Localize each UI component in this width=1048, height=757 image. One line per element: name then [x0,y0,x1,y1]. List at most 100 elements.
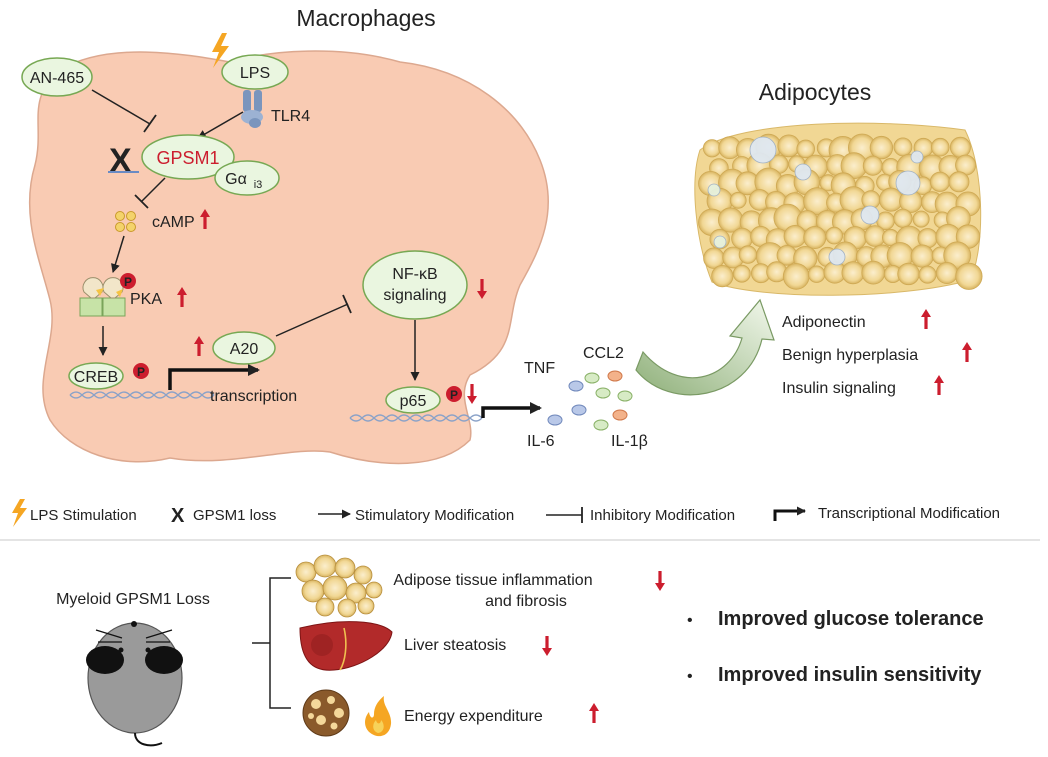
adipocyte-cell [949,136,971,158]
adipocyte-cell [948,171,970,193]
adipocyte-cell [929,171,951,192]
adipocyte-cell [955,262,983,290]
lightning-icon [212,33,229,68]
adipocyte-cell [943,241,972,270]
creb-phospho-label: P [137,365,145,379]
mouse-label: Myeloid GPSM1 Loss [56,591,210,608]
legend-transc-arrow-icon [773,506,806,521]
pka-phospho-icon: P [120,273,136,289]
energy-up-arrow-icon [589,703,599,723]
effects-bracket [252,577,291,709]
insulin-up-arrow-icon [934,375,944,395]
adipocyte-cell [910,244,934,268]
adipocyte-cell [732,264,751,283]
effect-energy-expenditure: Energy expenditure [404,708,543,725]
a20-node [212,331,276,365]
adipocyte-cell [918,265,937,284]
curved-arrow-icon [635,298,775,396]
adipocyte-cell [825,226,843,245]
adipocyte-cell [893,137,913,157]
gai3-subscript: i3 [254,179,263,191]
dna-strand-right [349,414,483,422]
pka-icon [79,277,126,317]
lps-node [221,54,289,90]
cytokine-il1b: IL-1β [611,433,648,450]
adiponectin-up-arrow-icon [921,309,931,329]
legend-lps: LPS Stimulation [30,507,137,524]
creb-phospho-icon: P [133,363,149,379]
camp-molecule-icon [115,211,136,232]
adipocyte-cell [897,262,920,286]
adipocyte-cell [729,191,747,209]
macrophages-title: Macrophages [296,5,435,31]
brown-fat-icon [302,689,350,737]
outcome-glucose-tolerance: Improved glucose tolerance [718,608,984,630]
creb-label: CREB [74,369,118,386]
p65-transcription-arrow [481,402,542,418]
cytokine-ccl2: CCL2 [583,345,624,362]
effect-adiponectin: Adiponectin [782,314,866,331]
adipocyte-cell [782,263,810,290]
effect-adipose-inflammation-line2: and fibrosis [485,593,567,610]
legend-x-mark-icon: X [171,505,185,527]
p65-phospho-icon: P [446,386,462,402]
legend-stim: Stimulatory Modification [355,507,514,524]
legend-gpsm1-loss: GPSM1 loss [193,507,276,524]
camp-to-pka-arrow [111,235,125,273]
adipocytes-title: Adipocytes [759,79,872,105]
cytokine-il6: IL-6 [527,433,555,450]
adipose-tissue-icon [295,554,383,618]
p65-label: p65 [400,393,427,410]
legend-transc: Transcriptional Modification [818,505,1000,522]
adipocyte-cell [803,225,827,249]
dna-strand-left [69,391,215,399]
effect-adipose-inflammation-line1: Adipose tissue inflammation [393,572,592,589]
creb-transcription-arrow [168,364,260,390]
outcome-insulin-sensitivity: Improved insulin sensitivity [718,664,982,686]
a20-label: A20 [230,341,259,358]
adipocyte-tissue-image [694,122,983,296]
fire-icon [365,696,392,737]
an465-label: AN-465 [30,70,84,87]
outcome-bullet-2: • [687,668,693,685]
an465-node [21,57,93,97]
gai3-node [214,160,280,196]
lps-label: LPS [240,65,270,82]
gpsm1-label: GPSM1 [156,148,219,168]
adipocyte-cell [738,245,758,264]
p65-node [385,386,441,414]
p65-phospho-label: P [450,388,458,402]
cytokine-cluster-icon [547,370,633,431]
x-mark-icon: X [109,142,132,180]
adipocyte-cell [861,260,886,285]
pka-label: PKA [130,291,162,308]
adipocyte-cell [930,137,950,157]
adipocyte-cell [912,210,930,228]
adipose-down-arrow-icon [655,571,665,591]
cytokine-tnf: TNF [524,360,555,377]
an465-inhibit-bar [143,114,157,133]
camp-label: cAMP [152,214,195,231]
adipocyte-cell [869,135,894,160]
adipocyte-cell [893,208,913,228]
nfkb-node [362,250,468,320]
adipocyte-cell [711,264,734,288]
adipocyte-cell [796,139,815,159]
gai3-label: Gα [225,171,247,188]
adipocyte-cell [777,134,801,158]
adipocyte-cell [807,265,826,283]
tlr4-receptor-icon [241,90,263,128]
nfkb-label-line1: NF-κB [392,266,437,283]
gpsm1-node [141,134,235,180]
legend-lightning-icon [12,499,27,527]
mouse-icon [86,621,183,747]
gpsm1-inhibit-camp-line [140,177,166,203]
an465-inhibit-line [91,89,151,125]
pka-phospho-label: P [124,275,132,289]
effect-benign-hyperplasia: Benign hyperplasia [782,347,918,364]
adipocyte-cell [841,261,865,285]
p65-down-arrow-icon [467,384,477,404]
liver-icon [299,621,393,671]
nfkb-label-line2: signaling [383,287,446,304]
